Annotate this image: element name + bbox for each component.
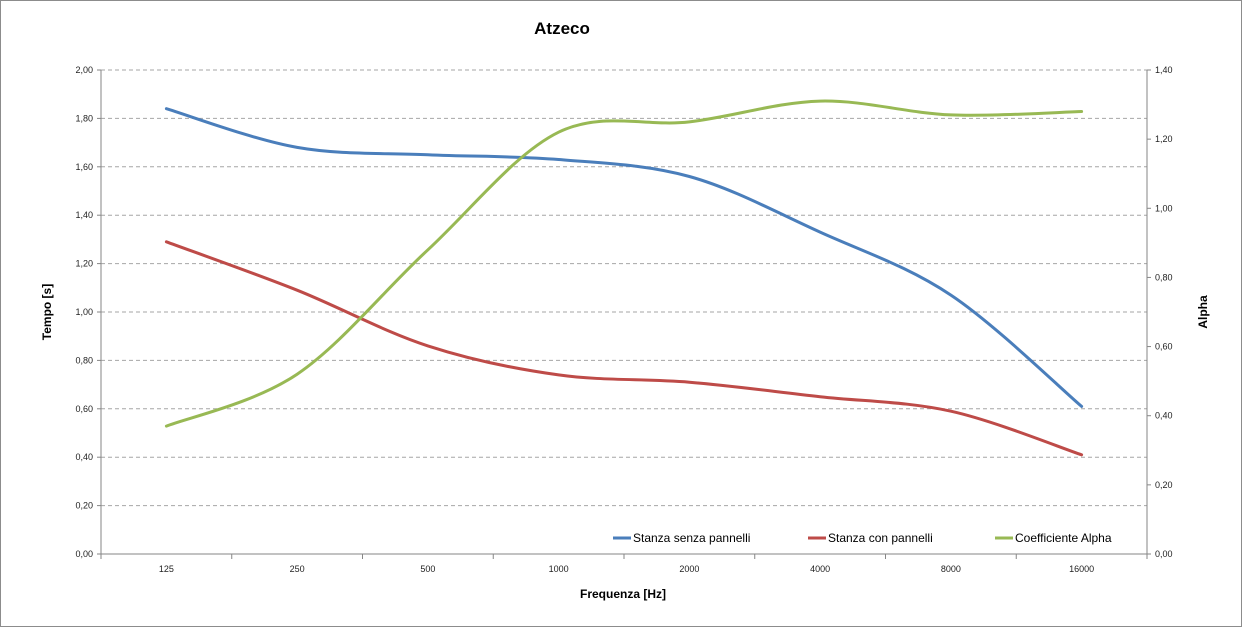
y2-axis-title: Alpha xyxy=(1196,295,1210,329)
y-tick-label: 0,00 xyxy=(75,549,93,559)
gridlines xyxy=(101,69,1147,507)
series-line-con-pannelli xyxy=(164,240,1084,457)
series-line-senza-pannelli xyxy=(164,107,1084,408)
y-axis-title: Tempo [s] xyxy=(40,284,54,340)
y-tick-label: 2,00 xyxy=(75,65,93,75)
x-tick-label: 125 xyxy=(159,564,174,574)
legend-label: Coefficiente Alpha xyxy=(1015,531,1112,545)
x-tick-label: 500 xyxy=(420,564,435,574)
y2-tick-label: 1,00 xyxy=(1155,203,1173,213)
y2-tick-label: 0,00 xyxy=(1155,549,1173,559)
y-tick-label: 1,00 xyxy=(75,307,93,317)
y2-tick-label: 1,40 xyxy=(1155,65,1173,75)
x-tick-label: 1000 xyxy=(549,564,569,574)
y2-tick-label: 0,20 xyxy=(1155,480,1173,490)
x-tick-label: 250 xyxy=(290,564,305,574)
y-tick-label: 1,80 xyxy=(75,113,93,123)
y2-tick-label: 0,80 xyxy=(1155,272,1173,282)
series-lines xyxy=(164,99,1084,457)
x-axis-title: Frequenza [Hz] xyxy=(580,587,666,601)
y-tick-label: 0,20 xyxy=(75,501,93,511)
x-tick-label: 8000 xyxy=(941,564,961,574)
x-tick-label: 16000 xyxy=(1069,564,1094,574)
chart-title: Atzeco xyxy=(534,19,590,38)
series-line-alpha xyxy=(164,99,1084,428)
y2-tick-label: 0,60 xyxy=(1155,342,1173,352)
legend-label: Stanza senza pannelli xyxy=(633,531,750,545)
y2-tick-label: 1,20 xyxy=(1155,134,1173,144)
y-tick-label: 1,40 xyxy=(75,210,93,220)
y-tick-label: 0,40 xyxy=(75,452,93,462)
x-tick-label: 4000 xyxy=(810,564,830,574)
y-tick-label: 1,60 xyxy=(75,162,93,172)
y-tick-label: 0,60 xyxy=(75,404,93,414)
axes: 0,00 0,20 0,40 0,60 0,80 1,00 1,20 1,40 1,60 1,80… xyxy=(75,65,1172,574)
legend-label: Stanza con pannelli xyxy=(828,531,933,545)
y-tick-label: 1,20 xyxy=(75,259,93,269)
y2-tick-label: 0,40 xyxy=(1155,411,1173,421)
legend: Stanza senza pannelli Stanza con pannelli… xyxy=(613,531,1112,545)
y-tick-label: 0,80 xyxy=(75,355,93,365)
x-tick-label: 2000 xyxy=(679,564,699,574)
